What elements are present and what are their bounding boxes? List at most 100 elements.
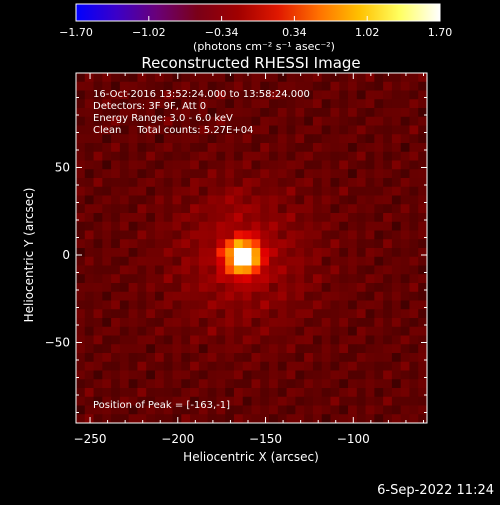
heatmap-cell — [119, 396, 130, 407]
heatmap-cell — [111, 73, 121, 83]
heatmap-cell — [154, 388, 165, 398]
heatmap-cell — [137, 265, 147, 275]
heatmap-cell — [295, 300, 305, 310]
heatmap-cell — [128, 239, 139, 249]
heatmap-cell — [374, 160, 384, 170]
heatmap-cell — [400, 326, 411, 337]
heatmap-cell — [418, 335, 427, 345]
heatmap-cell — [128, 248, 139, 258]
heatmap-cell — [102, 204, 112, 214]
heatmap-cell — [277, 116, 288, 127]
heatmap-cell — [374, 73, 384, 83]
heatmap-cell — [76, 361, 86, 372]
heatmap-cell — [356, 353, 367, 363]
heatmap-cell — [391, 370, 402, 380]
heatmap-cell — [128, 125, 139, 135]
heatmap-cell — [154, 300, 165, 310]
heatmap-cell — [137, 248, 147, 258]
heatmap-cell — [277, 81, 288, 92]
heatmap-cell — [216, 300, 226, 310]
heatmap-cell — [330, 195, 340, 205]
heatmap-cell — [207, 335, 217, 345]
heatmap-cell — [76, 353, 86, 363]
heatmap-cell — [348, 405, 358, 415]
heatmap-cell — [181, 108, 191, 118]
heatmap-cell — [304, 213, 314, 223]
heatmap-cell — [277, 265, 288, 275]
heatmap-cell — [233, 300, 244, 310]
heatmap-cell — [330, 239, 340, 249]
heatmap-cell — [93, 169, 103, 179]
heatmap-cell — [391, 405, 402, 415]
heatmap-cell — [321, 81, 332, 92]
heatmap-cell — [111, 186, 121, 197]
heatmap-cell — [76, 414, 86, 423]
heatmap-cell — [260, 353, 270, 363]
heatmap-cell — [198, 388, 209, 398]
heatmap-cell — [84, 108, 95, 118]
heatmap-cell — [146, 90, 156, 100]
heatmap-cell — [225, 370, 235, 380]
heatmap-cell — [391, 230, 402, 240]
heatmap-cell — [260, 256, 270, 267]
heatmap-cell — [356, 178, 367, 188]
heatmap-cell — [312, 160, 323, 170]
heatmap-cell — [277, 108, 288, 118]
heatmap-cell — [207, 213, 217, 223]
heatmap-cell — [198, 283, 209, 293]
heatmap-cell — [286, 274, 296, 284]
heatmap-cell — [242, 326, 253, 337]
heatmap-cell — [400, 160, 411, 170]
heatmap-cell — [339, 309, 349, 319]
heatmap-cell — [286, 213, 296, 223]
heatmap-cell — [356, 186, 367, 197]
heatmap-cell — [348, 204, 358, 214]
heatmap-cell — [198, 300, 209, 310]
heatmap-cell — [312, 143, 323, 153]
heatmap-cell — [374, 396, 384, 407]
heatmap-cell — [383, 195, 393, 205]
heatmap-cell — [76, 344, 86, 354]
heatmap-cell — [383, 361, 393, 372]
heatmap-cell — [242, 151, 253, 162]
heatmap-cell — [383, 221, 393, 232]
heatmap-cell — [374, 90, 384, 100]
heatmap-cell — [242, 256, 253, 267]
heatmap-cell — [312, 134, 323, 144]
heatmap-cell — [295, 283, 305, 293]
heatmap-cell — [102, 186, 112, 197]
heatmap-cell — [190, 73, 200, 83]
heatmap-cell — [225, 116, 235, 127]
heatmap-cell — [76, 213, 86, 223]
heatmap-cell — [163, 353, 174, 363]
heatmap-cell — [154, 73, 165, 83]
heatmap-cell — [339, 204, 349, 214]
heatmap-cell — [286, 300, 296, 310]
heatmap-cell — [365, 388, 375, 398]
heatmap-cell — [111, 414, 121, 423]
heatmap-cell — [137, 143, 147, 153]
heatmap-cell — [356, 414, 367, 423]
heatmap-cell — [119, 361, 130, 372]
heatmap-cell — [137, 405, 147, 415]
heatmap-cell — [128, 388, 139, 398]
heatmap-cell — [137, 344, 147, 354]
heatmap-cell — [330, 116, 340, 127]
heatmap-cell — [251, 134, 261, 144]
heatmap-cell — [321, 405, 332, 415]
heatmap-cell — [374, 230, 384, 240]
heatmap-cell — [365, 81, 375, 92]
peak-position-label: Position of Peak = [-163,-1] — [93, 400, 230, 411]
heatmap-cell — [93, 414, 103, 423]
heatmap-cell — [76, 151, 86, 162]
heatmap-cell — [304, 353, 314, 363]
heatmap-cell — [137, 309, 147, 319]
heatmap-cell — [163, 283, 174, 293]
heatmap-cell — [93, 335, 103, 345]
heatmap-cell — [286, 143, 296, 153]
heatmap-cell — [190, 169, 200, 179]
heatmap-cell — [225, 230, 235, 240]
heatmap-cell — [348, 221, 358, 232]
heatmap-cell — [304, 256, 314, 267]
heatmap-cell — [383, 169, 393, 179]
